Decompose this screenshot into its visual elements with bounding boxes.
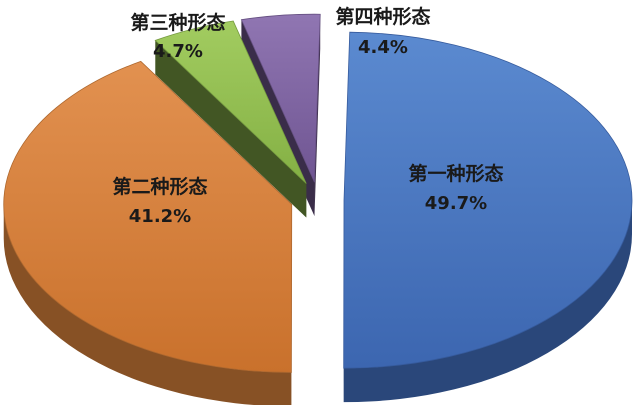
slice-value-4: 4.4% (358, 37, 408, 58)
slice-value-2: 41.2% (129, 206, 191, 227)
slice-label-3: 第三种形态 (130, 11, 225, 34)
pie-slice-4 (240, 13, 321, 183)
slice-label-2: 第二种形态 (112, 175, 207, 198)
pie-slice-2 (3, 60, 293, 373)
slice-value-3: 4.7% (153, 41, 203, 62)
pie-slice-cut-3-1 (155, 40, 307, 218)
pie-slice-side-2 (3, 204, 292, 405)
pie-slice-3 (154, 20, 307, 184)
slice-label-4: 第四种形态 (335, 5, 430, 28)
slice-value-1: 49.7% (425, 193, 487, 214)
pie-slice-1 (343, 31, 633, 369)
slice-label-1: 第一种形态 (408, 162, 503, 185)
